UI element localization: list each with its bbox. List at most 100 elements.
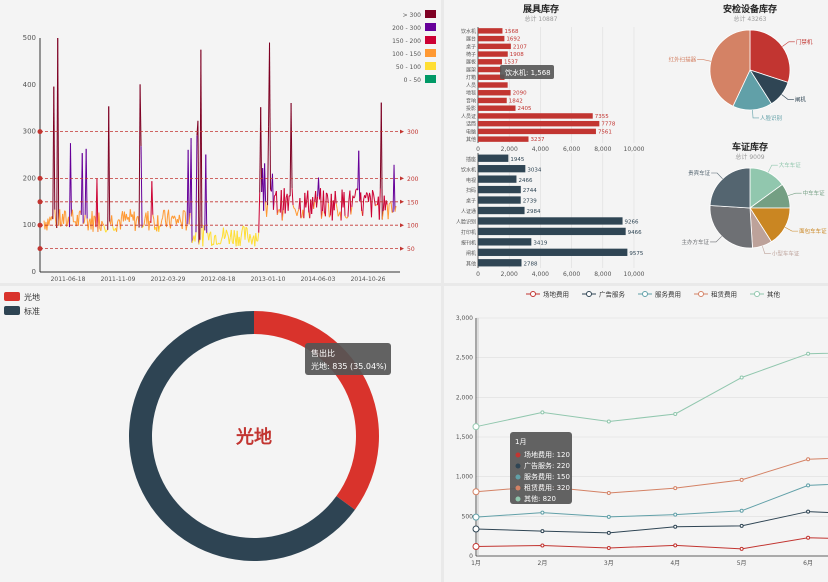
p1-series-segment [153, 219, 156, 230]
p4-legend-dot-4 [754, 291, 760, 297]
pie1-label-0: 门禁机 [796, 38, 813, 46]
bar-bottom-cat-1: 饮水机 [461, 166, 476, 173]
p1-series-segment [272, 195, 275, 210]
p4-y-tick-2: 1,000 [456, 474, 473, 481]
pie2-leader-3 [762, 245, 771, 254]
p1-mark-arrow-3 [400, 176, 404, 181]
p4-legend-dot-2 [642, 291, 648, 297]
p1-mark-arrow-2 [400, 199, 404, 204]
p4-point-0-5 [806, 535, 811, 540]
bar-bottom-value-10: 2788 [523, 261, 537, 267]
p1-series-segment [390, 202, 393, 213]
p1-series-segment [57, 37, 60, 226]
p1-legend-swatch-3 [425, 49, 436, 57]
p1-series-segment [388, 202, 391, 205]
p1-legend-swatch-2 [425, 36, 436, 44]
p1-legend-label-4: 50 - 100 [396, 64, 421, 71]
expense-line-chart: 场地费用 广告服务 服务费用 租赁费用 其他 0 500 1,000 1,500 2,000 2,… [456, 290, 828, 567]
p1-series-segment [178, 214, 181, 221]
p1-series-segment [195, 135, 198, 233]
p4-y-tick-3: 1,500 [456, 434, 473, 441]
bar-top-bar-12 [478, 120, 600, 127]
p4-point-4-3 [673, 411, 678, 416]
bar-top-cat-8: 地毯 [466, 90, 476, 97]
p1-series-segment [325, 192, 328, 195]
p1-series-segment [328, 215, 331, 218]
p1-series-segment [281, 210, 284, 221]
pie2-slice-4 [709, 205, 753, 249]
p1-series-segment [260, 107, 263, 192]
p1-series-segment [228, 237, 231, 244]
bar-top-cat-11: 人员证 [461, 113, 476, 120]
p1-series-segment [373, 199, 376, 207]
p1-series-segment [337, 214, 340, 217]
pie2-label-3: 小型车车证 [772, 250, 800, 258]
p1-series-segment [142, 224, 145, 227]
bar-chart-subtitle: 总计 10887 [525, 15, 558, 23]
p1-series-segment [374, 204, 377, 207]
p1-x-tick-0: 2011-06-18 [51, 276, 86, 283]
p1-series-segment [141, 226, 144, 229]
bar-bottom-value-6: 9266 [625, 220, 639, 226]
p1-series-segment [294, 208, 297, 213]
bar-top-x-tick-1: 2,000 [501, 146, 518, 153]
p1-mark-dot-1 [37, 222, 43, 228]
donut-legend-swatch-0 [4, 292, 20, 301]
bar-bottom-cat-10: 其他 [466, 260, 476, 267]
p1-series-segment [335, 203, 338, 209]
p4-point-2-3 [673, 512, 678, 517]
p1-series-segment [102, 223, 105, 226]
bar-top-value-11: 7355 [595, 114, 609, 120]
p1-series-segment [93, 215, 96, 218]
p1-series-segment [297, 209, 300, 212]
bar-bottom-bar-10 [478, 259, 522, 267]
p1-mark-label-2: 150 [407, 199, 419, 206]
p1-series-segment [173, 215, 176, 219]
donut-center-label: 光地 [235, 426, 272, 448]
aqi-line-chart-panel: 0 100 200 300 400 500 50 100 150 200 300 2011-06-… [0, 0, 441, 283]
p1-series-segment [148, 220, 151, 231]
expense-line-panel: 场地费用 广告服务 服务费用 租赁费用 其他 0 500 1,000 1,500 2,000 2,… [444, 286, 828, 582]
p1-series-segment [96, 178, 99, 232]
p4-point-1-2 [606, 530, 611, 535]
p4-x-tick-5: 6月 [803, 560, 813, 567]
p1-series-segment [246, 227, 249, 239]
p1-series-segment [372, 193, 375, 201]
p1-legend-label-3: 100 - 150 [392, 51, 421, 58]
bar-top-bar-4 [478, 59, 502, 65]
bar-top-cat-13: 电脑 [466, 128, 476, 135]
p1-series-segment [119, 216, 122, 230]
bar-bottom-x-tick-3: 6,000 [563, 271, 580, 278]
p1-x-tick-4: 2013-01-10 [251, 276, 286, 283]
pie2-leader-4 [710, 236, 722, 243]
p4-legend-dot-1 [586, 291, 592, 297]
bar-bottom-x-tick-2: 4,000 [532, 271, 549, 278]
p1-series-segment [140, 146, 143, 229]
bar-top-value-0: 1568 [504, 29, 518, 35]
p1-series-segment [181, 210, 184, 229]
p1-series-segment [157, 215, 160, 232]
donut-slice-0 [254, 311, 380, 510]
p1-series-segment [305, 199, 308, 208]
p4-point-1-5 [806, 509, 811, 514]
p1-y-tick-1: 100 [23, 221, 36, 229]
p1-mark-label-4: 300 [407, 129, 419, 136]
bar-top-cat-6: 灯箱 [466, 74, 476, 81]
p1-series-segment [222, 227, 225, 239]
p1-series-segment [129, 209, 132, 217]
p1-legend-swatch-0 [425, 10, 436, 18]
p4-legend-label-1: 广告服务 [599, 290, 626, 299]
p1-series-segment [210, 231, 213, 246]
p4-tooltip-row-3: 租赁费用: 320 [524, 483, 570, 492]
p1-mark-dot-0 [37, 246, 43, 252]
p1-series-segment [65, 211, 68, 227]
bar-top-bar-10 [478, 105, 516, 111]
p1-series-segment [112, 226, 115, 231]
bar-top-x-tick-2: 4,000 [532, 146, 549, 153]
p1-series-segment [98, 212, 101, 229]
p1-series-segment [63, 210, 66, 224]
p1-x-tick-2: 2012-03-29 [151, 276, 186, 283]
bar-bottom-bar-9 [478, 248, 628, 256]
p4-point-3-0 [472, 488, 480, 496]
